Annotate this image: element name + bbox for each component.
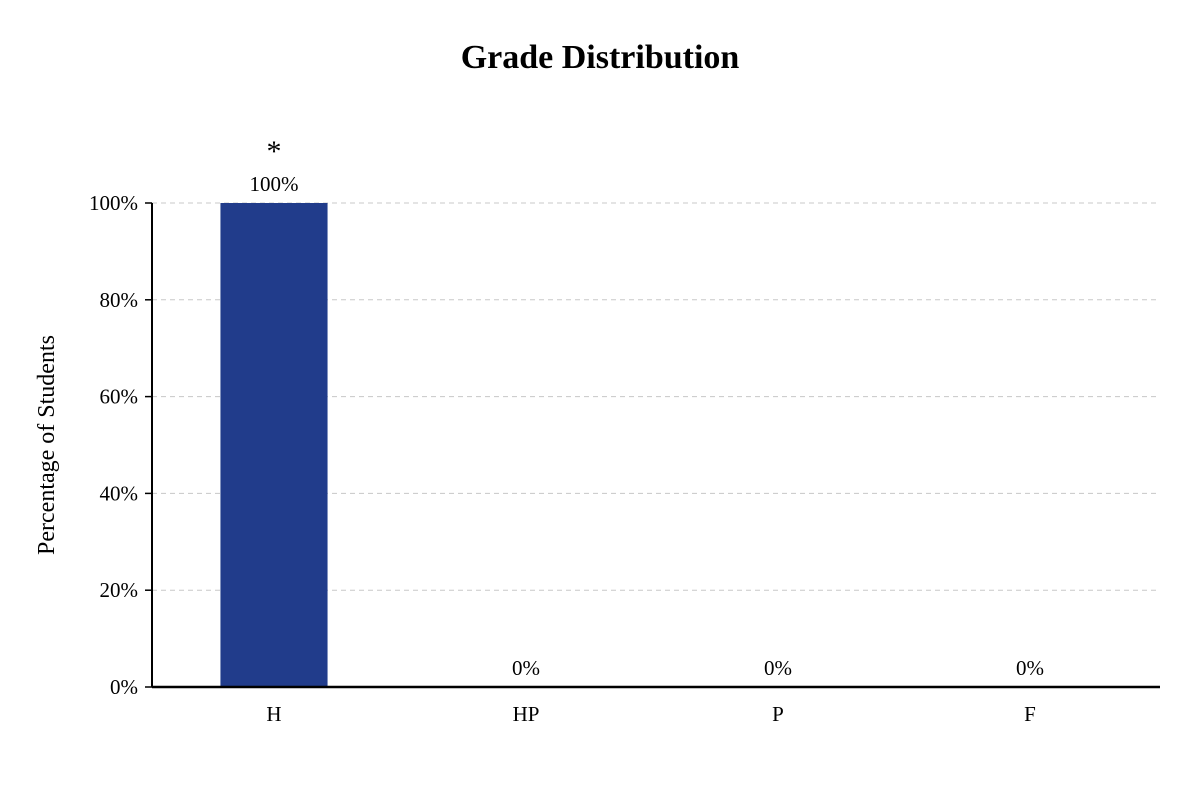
y-tick-label: 80%: [100, 288, 139, 312]
y-tick-label: 40%: [100, 481, 139, 505]
y-tick-label: 0%: [110, 675, 138, 699]
data-label: 0%: [512, 656, 540, 680]
data-label: 100%: [250, 172, 299, 196]
y-tick-label: 100%: [89, 191, 138, 215]
x-tick-label: F: [1024, 702, 1036, 726]
grid-lines: [152, 202, 1160, 591]
labels: 0% 20% 40% 60% 80% 100% 100% H * 0% HP 0% P 0% F: [89, 135, 1044, 726]
y-tick-label: 20%: [100, 578, 139, 602]
y-tick-label: 60%: [100, 385, 139, 409]
bar-h: [220, 203, 328, 687]
axes: [145, 202, 1160, 689]
data-label: 0%: [1016, 656, 1044, 680]
x-tick-label: H: [266, 702, 281, 726]
x-tick-label: HP: [513, 702, 540, 726]
data-label: 0%: [764, 656, 792, 680]
y-axis-title: Percentage of Students: [34, 335, 60, 555]
x-tick-label: P: [772, 702, 784, 726]
bars: [220, 203, 328, 687]
significance-annotation: *: [267, 135, 282, 168]
chart-title: Grade Distribution: [461, 39, 740, 76]
